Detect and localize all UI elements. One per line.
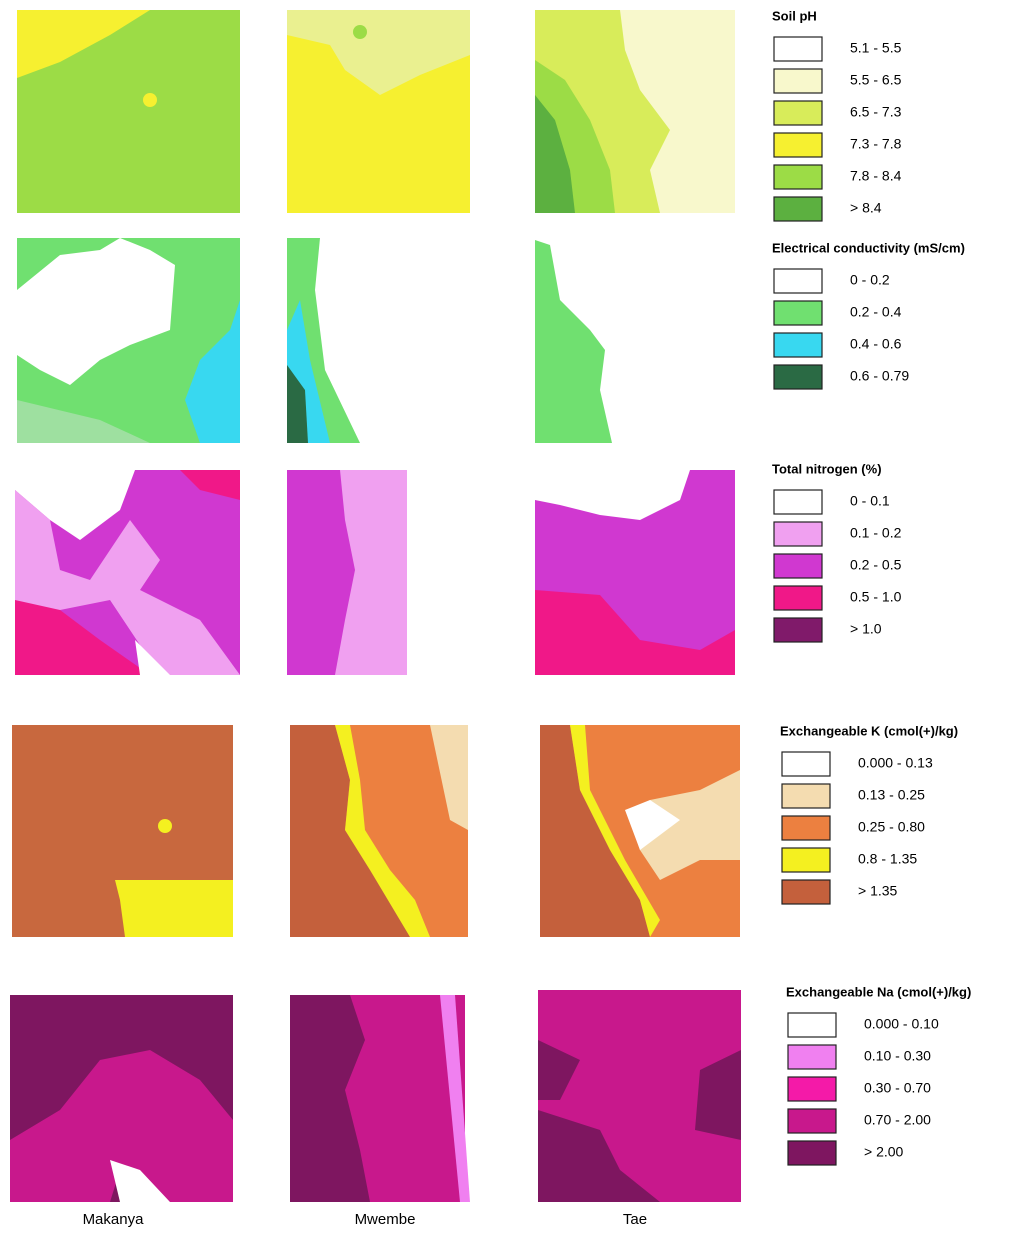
legend-label: 0.000 - 0.10 bbox=[864, 1016, 939, 1032]
legend-label: > 2.00 bbox=[864, 1144, 904, 1160]
column-label: Tae bbox=[623, 1211, 647, 1228]
legend-label: 5.1 - 5.5 bbox=[850, 40, 902, 56]
legend-label: > 8.4 bbox=[850, 200, 882, 216]
legend-label: 0.8 - 1.35 bbox=[858, 851, 917, 867]
legend-label: 0.5 - 1.0 bbox=[850, 589, 902, 605]
legend-label: 0.10 - 0.30 bbox=[864, 1048, 931, 1064]
legend-label: 7.3 - 7.8 bbox=[850, 136, 902, 152]
legend-title: Exchangeable Na (cmol(+)/kg) bbox=[786, 984, 971, 999]
legend-label: 0 - 0.2 bbox=[850, 272, 890, 288]
legend-swatch bbox=[774, 333, 822, 357]
legend-swatch bbox=[774, 197, 822, 221]
legend-title: Exchangeable K (cmol(+)/kg) bbox=[780, 723, 958, 738]
legend-swatch bbox=[782, 848, 830, 872]
legend-swatch bbox=[774, 133, 822, 157]
legend-swatch bbox=[774, 269, 822, 293]
legend-swatch bbox=[774, 490, 822, 514]
legend-title: Electrical conductivity (mS/cm) bbox=[772, 240, 965, 255]
legend-swatch bbox=[782, 816, 830, 840]
legend-swatch bbox=[774, 69, 822, 93]
legend-swatch bbox=[774, 37, 822, 61]
legend-swatch bbox=[774, 165, 822, 189]
legend-swatch bbox=[788, 1077, 836, 1101]
legend-swatch bbox=[774, 618, 822, 642]
legend-label: 0.2 - 0.5 bbox=[850, 557, 902, 573]
legend-label: 0.25 - 0.80 bbox=[858, 819, 925, 835]
legend-swatch bbox=[774, 554, 822, 578]
legends: Soil pH 5.1 - 5.5 5.5 - 6.5 6.5 - 7.3 7.3 - … bbox=[772, 8, 971, 1165]
map bbox=[535, 240, 612, 443]
legend-swatch bbox=[774, 301, 822, 325]
legend-swatch bbox=[788, 1013, 836, 1037]
legend-label: > 1.35 bbox=[858, 883, 898, 899]
legend-swatch bbox=[782, 752, 830, 776]
column-label: Mwembe bbox=[355, 1211, 416, 1228]
legend-swatch bbox=[782, 880, 830, 904]
legend-label: 0.6 - 0.79 bbox=[850, 368, 909, 384]
legend-label: 5.5 - 6.5 bbox=[850, 72, 902, 88]
legend-label: 0.000 - 0.13 bbox=[858, 755, 933, 771]
legend-label: 0.13 - 0.25 bbox=[858, 787, 925, 803]
legend-swatch bbox=[774, 101, 822, 125]
legend-label: 0.4 - 0.6 bbox=[850, 336, 902, 352]
legend-swatch bbox=[774, 522, 822, 546]
legend-swatch bbox=[782, 784, 830, 808]
legend-label: 7.8 - 8.4 bbox=[850, 168, 902, 184]
map-region bbox=[143, 93, 157, 107]
map-region bbox=[353, 25, 367, 39]
legend-swatch bbox=[774, 365, 822, 389]
legend-swatch bbox=[788, 1141, 836, 1165]
legend-swatch bbox=[788, 1109, 836, 1133]
map-region bbox=[158, 819, 172, 833]
legend-label: 0.70 - 2.00 bbox=[864, 1112, 931, 1128]
legend-label: 0.1 - 0.2 bbox=[850, 525, 902, 541]
legend-title: Total nitrogen (%) bbox=[772, 461, 882, 476]
legend-label: > 1.0 bbox=[850, 621, 882, 637]
legend-swatch bbox=[774, 586, 822, 610]
legend-label: 6.5 - 7.3 bbox=[850, 104, 902, 120]
maps bbox=[10, 10, 741, 1202]
legend-label: 0.2 - 0.4 bbox=[850, 304, 902, 320]
legend-label: 0.30 - 0.70 bbox=[864, 1080, 931, 1096]
map-region bbox=[115, 880, 233, 937]
legend-swatch bbox=[788, 1045, 836, 1069]
column-label: Makanya bbox=[83, 1211, 145, 1228]
legend-title: Soil pH bbox=[772, 8, 817, 23]
figure: Makanya Mwembe Tae Soil pH 5.1 - 5.5 5.5 -… bbox=[0, 0, 1019, 1231]
legend-label: 0 - 0.1 bbox=[850, 493, 890, 509]
